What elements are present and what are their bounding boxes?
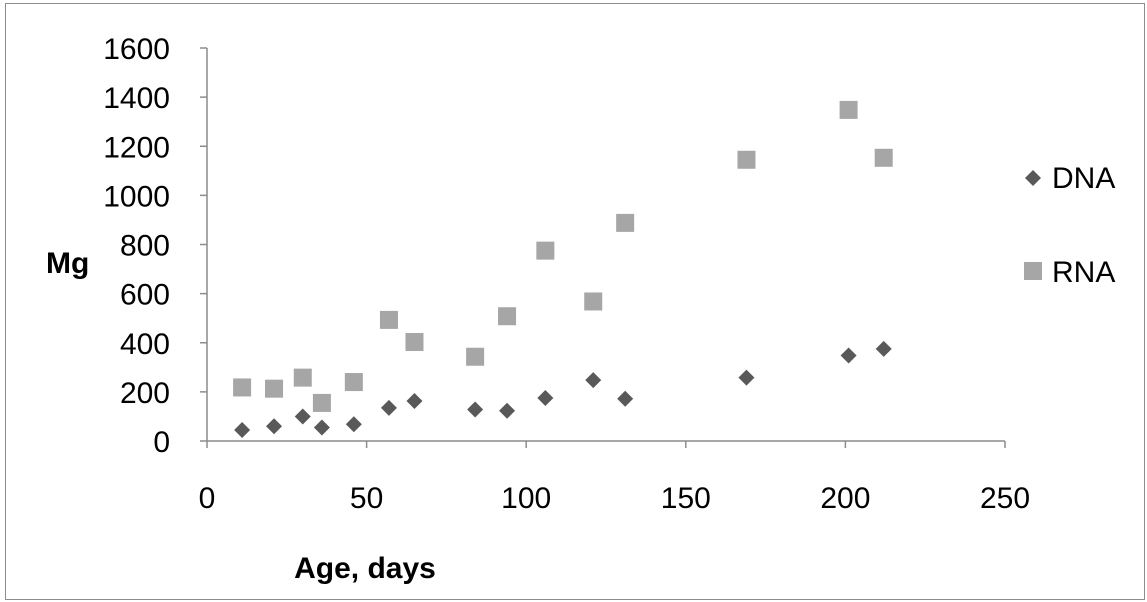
dna-point	[295, 408, 311, 424]
y-tick-label: 800	[120, 230, 170, 263]
legend-label-dna: DNA	[1052, 162, 1115, 195]
rna-point	[584, 292, 602, 310]
dna-point	[467, 402, 483, 418]
rna-point	[313, 394, 331, 412]
dna-point	[617, 391, 633, 407]
dna-point	[381, 400, 397, 416]
x-axis-title: Age, days	[294, 552, 436, 585]
dna-point	[537, 390, 553, 406]
y-ticks: 0 200 400 600 800 1000 1200 1400 1600	[103, 33, 207, 459]
dna-point	[499, 403, 515, 419]
dna-point	[738, 370, 754, 386]
axes	[207, 48, 1005, 441]
legend-item-rna: RNA	[1024, 256, 1115, 289]
x-tick-label: 200	[820, 482, 870, 515]
rna-point	[233, 378, 251, 396]
y-tick-label: 600	[120, 279, 170, 312]
x-tick-label: 50	[350, 482, 383, 515]
y-tick-label: 1000	[103, 180, 170, 213]
legend-marker-rna	[1024, 262, 1042, 280]
rna-point	[616, 214, 634, 232]
x-tick-label: 150	[661, 482, 711, 515]
dna-point	[266, 418, 282, 434]
legend-item-dna: DNA	[1025, 162, 1115, 195]
dna-point	[346, 416, 362, 432]
y-tick-label: 0	[153, 426, 170, 459]
dna-point	[585, 372, 601, 388]
y-tick-label: 1600	[103, 33, 170, 66]
x-tick-label: 100	[501, 482, 551, 515]
rna-point	[840, 101, 858, 119]
y-axis-title: Mg	[46, 247, 89, 280]
data-points	[233, 101, 893, 438]
legend-label-rna: RNA	[1052, 256, 1115, 289]
dna-point	[314, 419, 330, 435]
rna-point	[265, 380, 283, 398]
y-tick-label: 400	[120, 328, 170, 361]
rna-point	[466, 348, 484, 366]
rna-point	[536, 242, 554, 260]
y-tick-label: 1400	[103, 82, 170, 115]
dna-point	[876, 341, 892, 357]
x-tick-label: 250	[980, 482, 1030, 515]
y-tick-label: 200	[120, 377, 170, 410]
dna-point	[841, 348, 857, 364]
dna-point	[406, 393, 422, 409]
dna-point	[234, 422, 250, 438]
rna-point	[345, 373, 363, 391]
rna-point	[294, 369, 312, 387]
legend: DNA RNA	[1024, 162, 1115, 289]
rna-point	[405, 333, 423, 351]
rna-point	[875, 149, 893, 167]
legend-marker-dna	[1025, 170, 1041, 186]
rna-point	[498, 307, 516, 325]
rna-point	[380, 311, 398, 329]
x-ticks: 0 50 100 150 200 250	[199, 441, 1030, 515]
y-tick-label: 1200	[103, 131, 170, 164]
rna-point	[737, 151, 755, 169]
x-tick-label: 0	[199, 482, 216, 515]
